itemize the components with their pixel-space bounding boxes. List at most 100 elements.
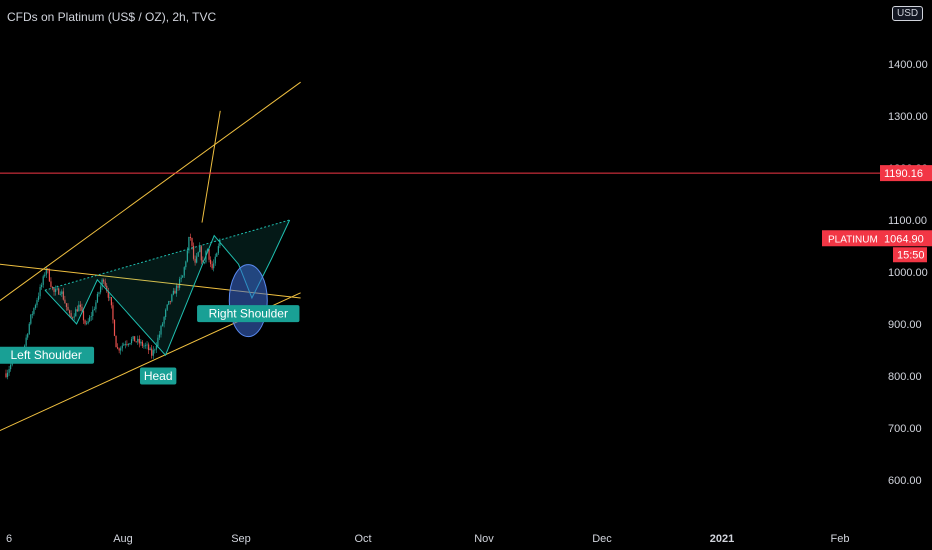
- candle-body: [55, 289, 57, 292]
- candle-body: [67, 306, 69, 311]
- candle-body: [210, 259, 212, 265]
- candle-body: [175, 285, 178, 294]
- candle-body: [214, 256, 216, 264]
- candle-body: [58, 288, 60, 295]
- annotation-label-bg: [139, 367, 177, 385]
- candle-body: [34, 305, 37, 309]
- candle-body: [129, 343, 131, 344]
- price-tick-label: 900.00: [888, 319, 922, 331]
- candle-body: [121, 345, 123, 349]
- candle-body: [179, 279, 181, 288]
- candle-body: [157, 337, 159, 346]
- price-tick-label: 1100.00: [888, 215, 927, 227]
- candle-body: [206, 249, 209, 251]
- candle-body: [51, 286, 54, 289]
- price-tick-label: 1400.00: [888, 59, 928, 71]
- pattern-top-dotted: [44, 219, 290, 291]
- candle-body: [36, 300, 38, 306]
- candle-body: [127, 343, 130, 345]
- candle-body: [126, 344, 128, 345]
- candle-body: [89, 316, 91, 322]
- candle-body: [169, 300, 171, 302]
- candle-body: [31, 313, 33, 315]
- candle-body: [41, 284, 43, 287]
- candle-body: [120, 348, 122, 351]
- candle-body: [10, 364, 12, 370]
- price-axis[interactable]: 600.00700.00800.00900.001000.001100.0012…: [822, 59, 932, 487]
- candlestick-series: [5, 233, 221, 380]
- candle-body: [166, 304, 168, 310]
- candle-body: [191, 238, 193, 246]
- candle-body: [50, 281, 52, 287]
- candle-body: [106, 285, 108, 292]
- candle-body: [53, 288, 55, 292]
- candle-body: [65, 303, 68, 307]
- price-tick-label: 1300.00: [888, 111, 928, 123]
- candle-body: [90, 316, 92, 317]
- candle-body: [62, 291, 64, 300]
- candle-body: [95, 302, 97, 310]
- candle-body: [152, 350, 154, 356]
- candle-body: [113, 319, 116, 336]
- candle-body: [158, 334, 161, 338]
- candle-body: [75, 309, 77, 317]
- candle-body: [87, 321, 89, 324]
- candle-body: [99, 286, 102, 293]
- candle-body: [117, 347, 119, 349]
- candle-body: [112, 305, 114, 320]
- price-tick-label: 800.00: [888, 371, 922, 383]
- candle-body: [192, 245, 195, 259]
- candle-body: [42, 276, 44, 285]
- candle-body: [148, 344, 150, 351]
- candle-body: [138, 338, 140, 344]
- candle-body: [188, 236, 190, 251]
- current-price-tag: 1064.90: [884, 233, 924, 245]
- currency-button[interactable]: USD: [892, 6, 924, 21]
- candle-body: [140, 341, 142, 344]
- candle-body: [185, 261, 187, 268]
- time-tick-label: Feb: [831, 533, 850, 545]
- time-tick-label: Aug: [113, 533, 133, 545]
- time-tick-label: Oct: [354, 533, 371, 545]
- candle-body: [163, 316, 165, 324]
- candle-body: [155, 345, 157, 350]
- candle-body: [107, 291, 109, 298]
- candle-body: [144, 345, 147, 347]
- annotation-label-bg: [0, 346, 95, 364]
- candle-body: [48, 270, 50, 282]
- drawing-overlay: Left Shoulder Head Right Shoulder: [0, 81, 880, 432]
- candle-body: [44, 274, 46, 277]
- candle-body: [194, 258, 196, 263]
- candle-body: [196, 256, 198, 263]
- candle-body: [213, 263, 215, 269]
- time-axis[interactable]: 6 Aug Sep Oct Nov Dec 2021 Feb: [6, 533, 849, 545]
- candle-body: [37, 296, 40, 301]
- candle-body: [165, 309, 167, 317]
- candle-body: [203, 262, 205, 264]
- candle-body: [160, 325, 162, 335]
- candle-body: [171, 294, 173, 302]
- candle-body: [154, 349, 156, 351]
- candle-body: [28, 323, 30, 335]
- candle-body: [174, 290, 176, 294]
- annotation-label: Head: [144, 369, 173, 383]
- candle-body: [82, 310, 85, 321]
- candle-body: [110, 297, 112, 306]
- candle-body: [177, 285, 179, 288]
- candle-body: [98, 292, 100, 294]
- candle-body: [217, 246, 219, 254]
- candle-body: [168, 300, 170, 305]
- candle-body: [180, 277, 182, 280]
- candle-body: [73, 316, 75, 318]
- time-tick-label: 6: [6, 533, 12, 545]
- candle-body: [151, 348, 153, 356]
- candle-body: [84, 320, 86, 324]
- candle-body: [76, 309, 78, 312]
- candle-body: [96, 293, 99, 303]
- candle-body: [6, 372, 9, 378]
- candle-body: [81, 306, 83, 311]
- candle-body: [186, 250, 188, 262]
- channel-upper-trendline: [0, 81, 301, 302]
